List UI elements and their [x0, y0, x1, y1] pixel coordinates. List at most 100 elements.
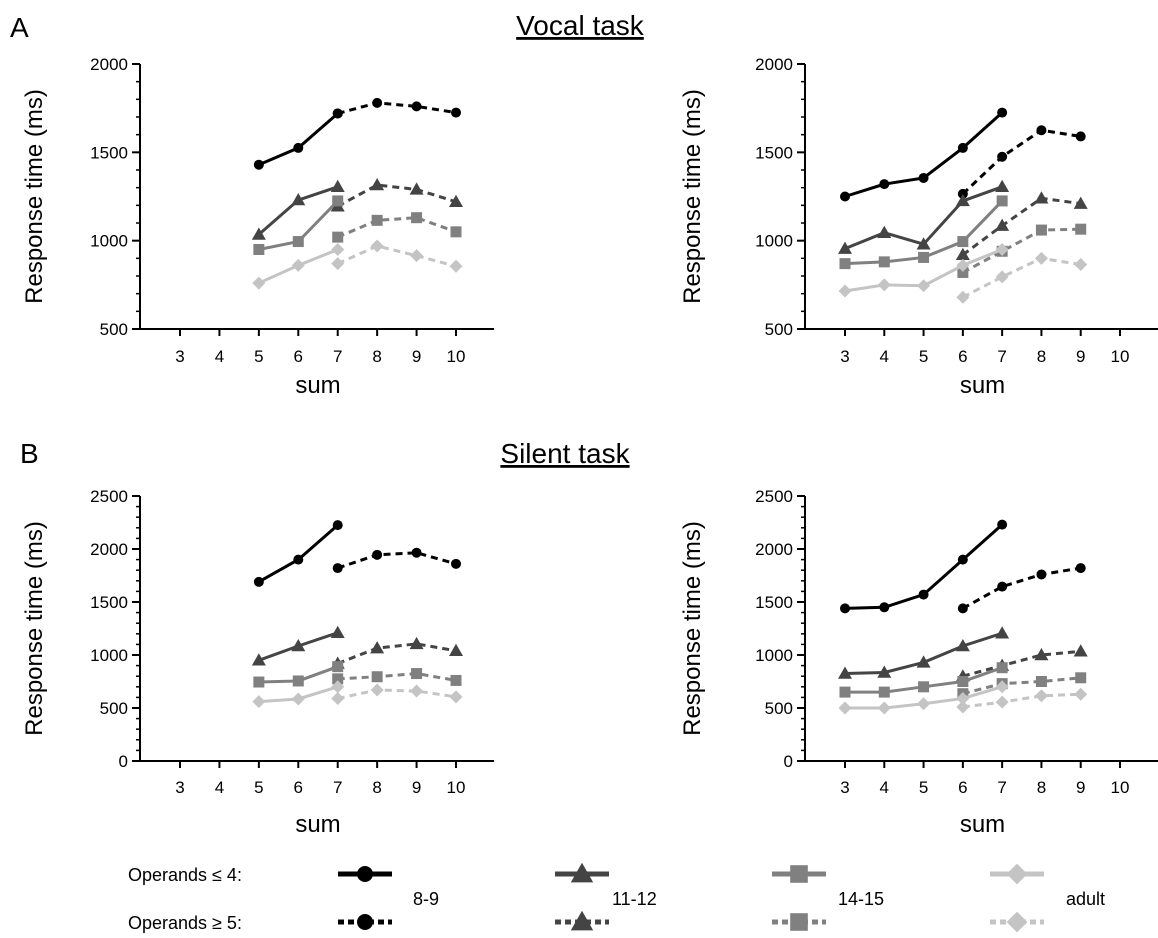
legend-swatch-marker-11-12 — [570, 910, 594, 931]
data-point-8-9 — [332, 520, 343, 531]
data-point-14-15 — [411, 668, 423, 680]
series-line-11-12-large-operands — [337, 183, 457, 208]
data-point-8-9 — [997, 519, 1008, 530]
data-point-14-15 — [1075, 223, 1087, 235]
data-point-adult — [449, 690, 463, 704]
x-axis-title: sum — [960, 811, 1005, 838]
data-point-adult — [252, 695, 266, 709]
x-axis-title: sum — [295, 372, 340, 399]
y-axis-title: Response time (ms) — [21, 521, 48, 736]
data-point-adult — [995, 695, 1009, 709]
x-tick-label: 8 — [372, 347, 381, 366]
x-tick-label: 4 — [215, 778, 224, 797]
data-point-14-15 — [332, 673, 344, 685]
data-point-8-9 — [1075, 131, 1086, 142]
y-tick-label: 2000 — [755, 55, 793, 74]
data-point-11-12 — [409, 636, 424, 650]
y-axis-title: Response time (ms) — [21, 89, 48, 304]
x-tick-label: 10 — [1111, 347, 1130, 366]
legend-swatch-marker-14-15 — [790, 913, 808, 931]
data-point-8-9 — [957, 554, 968, 565]
data-point-8-9 — [332, 108, 343, 119]
data-point-14-15 — [411, 212, 423, 224]
data-point-8-9 — [997, 151, 1008, 162]
legend-group-8-9: 8-9 — [413, 889, 439, 909]
section-b-letter: B — [20, 438, 39, 469]
data-point-8-9 — [253, 159, 264, 170]
y-tick-label: 1000 — [90, 232, 128, 251]
series-line-11-12-large-operands — [962, 649, 1081, 678]
data-point-11-12 — [838, 241, 852, 254]
x-tick-label: 3 — [840, 347, 849, 366]
series-line-8-9-large-operands — [337, 101, 457, 115]
data-point-11-12 — [449, 194, 463, 208]
data-point-8-9 — [997, 581, 1008, 592]
data-point-14-15 — [1075, 672, 1087, 684]
data-point-14-15 — [292, 236, 304, 248]
x-tick-label: 5 — [254, 778, 263, 797]
series-line-adult-large-operands — [962, 256, 1081, 299]
y-tick-label: 2000 — [755, 540, 793, 559]
data-point-adult — [410, 249, 424, 263]
series-line-14-15-large-operands — [337, 672, 457, 682]
data-point-adult — [252, 276, 266, 290]
x-tick-label: 4 — [215, 347, 224, 366]
legend-swatch-marker-14-15 — [790, 865, 808, 883]
data-point-14-15 — [450, 674, 462, 686]
x-tick-label: 6 — [958, 347, 967, 366]
data-point-11-12 — [409, 182, 424, 195]
x-tick-label: 4 — [880, 778, 889, 797]
data-point-14-15 — [839, 258, 851, 270]
data-point-adult — [995, 270, 1009, 284]
series-line-8-9-large-operands — [962, 566, 1081, 610]
y-tick-label: 2500 — [755, 487, 793, 506]
series-line-14-15-large-operands — [962, 227, 1081, 274]
data-point-adult — [956, 258, 970, 272]
data-point-11-12 — [1073, 644, 1088, 657]
y-tick-label: 500 — [765, 320, 793, 339]
data-point-8-9 — [1075, 563, 1086, 574]
series-line-8-9-small-operands — [258, 524, 339, 584]
series-line-adult-large-operands — [337, 688, 457, 700]
series-line-11-12-large-operands — [961, 196, 1081, 257]
legend-swatch-marker-8-9 — [357, 866, 373, 882]
data-point-adult — [838, 284, 852, 298]
data-point-14-15 — [1035, 676, 1047, 687]
y-tick-label: 500 — [100, 699, 128, 718]
x-tick-label: 9 — [1076, 778, 1085, 797]
data-point-adult — [331, 257, 345, 271]
data-point-8-9 — [840, 191, 850, 202]
x-tick-label: 5 — [919, 347, 928, 366]
data-point-adult — [838, 701, 852, 715]
data-point-11-12 — [330, 179, 345, 193]
x-tick-label: 6 — [294, 778, 303, 797]
legend-group-11-12: 11-12 — [612, 889, 657, 909]
legend-group-14-15: 14-15 — [838, 889, 884, 909]
y-axis-title: Response time (ms) — [679, 521, 706, 736]
data-point-adult — [995, 243, 1009, 256]
data-point-adult — [956, 290, 970, 304]
x-axis-title: sum — [960, 372, 1005, 399]
data-point-14-15 — [332, 195, 344, 207]
data-point-8-9 — [879, 179, 890, 190]
data-point-adult — [995, 680, 1009, 694]
data-point-8-9 — [957, 603, 968, 614]
data-point-8-9 — [293, 142, 304, 153]
x-tick-label: 10 — [1111, 778, 1130, 797]
x-tick-label: 6 — [958, 778, 967, 797]
series-line-14-15-large-operands — [962, 676, 1081, 696]
data-point-adult — [1034, 251, 1048, 265]
x-tick-label: 8 — [1037, 778, 1046, 797]
vocal-chart-right: 500 1000 1500 2000 3 4 5 6 7 8 9 10 sum Response time… — [679, 55, 1158, 399]
data-point-11-12 — [955, 247, 970, 261]
legend-swatch-marker-11-12 — [570, 862, 594, 883]
data-point-8-9 — [1036, 569, 1047, 580]
y-tick-label: 2000 — [90, 55, 128, 74]
x-tick-label: 9 — [1076, 347, 1085, 366]
legend-swatch-marker-adult — [1006, 863, 1028, 885]
x-tick-label: 7 — [997, 778, 1006, 797]
data-point-11-12 — [370, 178, 385, 191]
data-point-11-12 — [330, 625, 345, 638]
data-point-11-12 — [995, 218, 1010, 231]
